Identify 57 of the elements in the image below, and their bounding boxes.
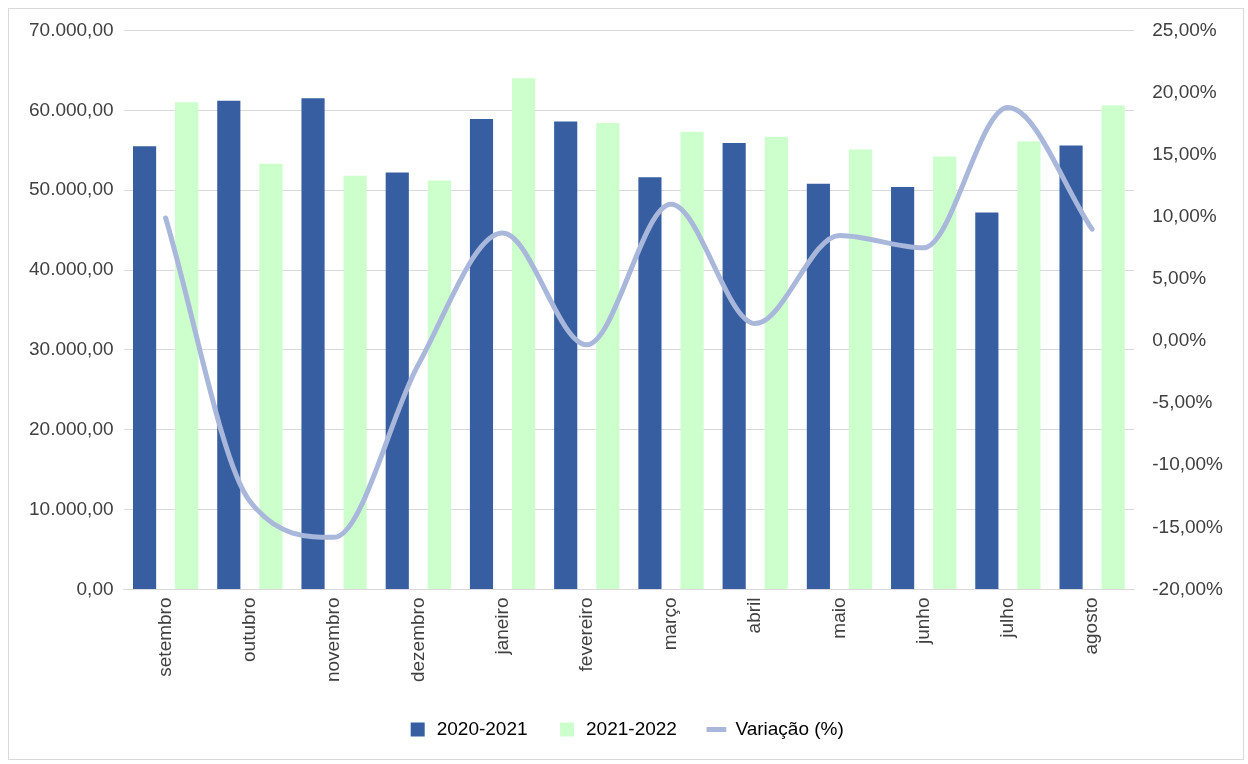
y-tick-label: 0,00 — [76, 577, 114, 599]
y-tick-label: 70.000,00 — [28, 18, 114, 40]
bar — [133, 146, 157, 590]
x-tick-label: abril — [743, 597, 765, 634]
bar — [343, 175, 367, 590]
bar — [554, 121, 578, 590]
y2-tick-label: 15,00% — [1152, 142, 1217, 164]
x-tick-label: maio — [827, 597, 849, 639]
y2-tick-label: 0,00% — [1152, 329, 1207, 351]
y-tick-label: 10.000,00 — [28, 497, 114, 519]
x-tick-label: junho — [911, 597, 933, 646]
bar — [848, 149, 873, 590]
bar — [1101, 105, 1125, 590]
bar — [427, 180, 451, 590]
bar — [891, 186, 915, 590]
bar — [638, 177, 662, 590]
bar — [385, 172, 409, 590]
y2-tick-label: 10,00% — [1152, 205, 1217, 226]
x-tick-label: fevereiro — [575, 597, 596, 672]
y-tick-label: 60.000,00 — [28, 98, 114, 120]
x-tick-label: março — [659, 597, 681, 651]
y2-tick-label: -20,00% — [1152, 577, 1224, 599]
y-tick-label: 30.000,00 — [28, 338, 114, 360]
x-tick-label: novembro — [322, 597, 344, 683]
x-tick-label: janeiro — [490, 597, 512, 656]
y-tick-label: 40.000,00 — [28, 258, 114, 280]
bar — [975, 212, 999, 590]
y2-tick-label: -10,00% — [1152, 453, 1224, 475]
y-tick-label: 20.000,00 — [28, 418, 114, 439]
bar — [596, 123, 620, 590]
legend-label: Variação (%) — [735, 717, 844, 739]
y-tick-label: 50.000,00 — [28, 178, 114, 200]
bar — [175, 102, 199, 590]
bar — [259, 163, 283, 590]
y2-tick-label: -5,00% — [1152, 391, 1213, 413]
bar — [806, 183, 830, 590]
bar — [512, 78, 536, 590]
x-tick-label: dezembro — [406, 597, 428, 683]
bar — [680, 131, 704, 590]
bar — [217, 100, 241, 590]
bar — [722, 143, 746, 590]
bar — [1059, 145, 1083, 590]
x-tick-label: agosto — [1080, 597, 1102, 655]
y2-tick-label: 25,00% — [1152, 18, 1217, 40]
bar — [301, 98, 325, 590]
bar — [469, 119, 494, 590]
y2-tick-label: 20,00% — [1152, 80, 1217, 102]
legend-label: 2020-2021 — [436, 717, 528, 739]
bar — [933, 156, 957, 590]
x-tick-label: setembro — [153, 597, 175, 677]
x-tick-label: julho — [996, 597, 1018, 639]
legend-label: 2021-2022 — [586, 717, 677, 739]
y2-tick-label: 5,00% — [1152, 267, 1207, 289]
x-tick-label: outubro — [238, 597, 260, 662]
y2-tick-label: -15,00% — [1152, 515, 1224, 537]
bar — [764, 136, 788, 590]
bar — [1017, 141, 1041, 590]
